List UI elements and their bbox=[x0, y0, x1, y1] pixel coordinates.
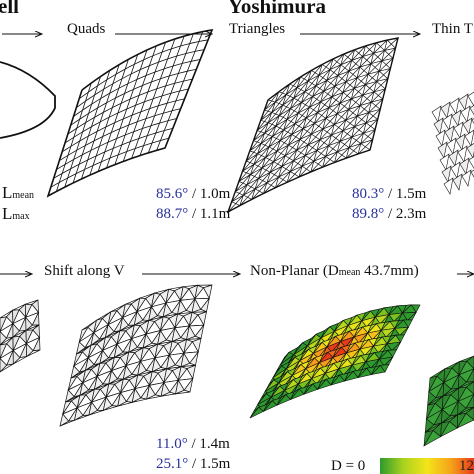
nonplanar-deviation-surface bbox=[249, 304, 421, 419]
legend-l-mean: Lmean bbox=[2, 183, 35, 202]
colorbar-min-label: D = 0 bbox=[331, 458, 366, 474]
step-label-nonplanar: Non-Planar (Dmean 43.7mm) bbox=[250, 263, 419, 279]
green-fragment-right bbox=[423, 355, 474, 447]
step-label-shift: Shift along V bbox=[44, 263, 125, 279]
metric-shift-max: 25.1° / 1.5m bbox=[156, 456, 231, 472]
deviation-colorbar bbox=[380, 458, 474, 474]
colorbar-max-label: 12 bbox=[459, 458, 474, 474]
step-label-thin: Thin T bbox=[432, 21, 473, 37]
metric-triangles-max: 89.8° / 2.3m bbox=[352, 206, 427, 222]
step-label-triangles: Triangles bbox=[229, 21, 286, 37]
header-yoshimura: Yoshimura bbox=[228, 0, 327, 18]
shell-surface-fragment bbox=[0, 61, 56, 139]
metric-quads-mean: 85.6° / 1.0m bbox=[156, 186, 231, 202]
thin-triangle-fragment bbox=[431, 91, 474, 195]
metric-triangles-mean: 80.3° / 1.5m bbox=[352, 186, 427, 202]
shift-folded-surface bbox=[59, 284, 213, 427]
folded-fragment-left bbox=[0, 299, 41, 373]
metric-shift-mean: 11.0° / 1.4m bbox=[156, 436, 230, 452]
metric-quads-max: 88.7° / 1.1m bbox=[156, 206, 231, 222]
legend-l-max: Lmax bbox=[2, 204, 30, 223]
header-shell-fragment: ell bbox=[0, 0, 19, 18]
step-label-quads: Quads bbox=[67, 21, 106, 37]
quad-mesh-surface bbox=[46, 28, 214, 198]
triangle-mesh-surface bbox=[226, 37, 399, 214]
